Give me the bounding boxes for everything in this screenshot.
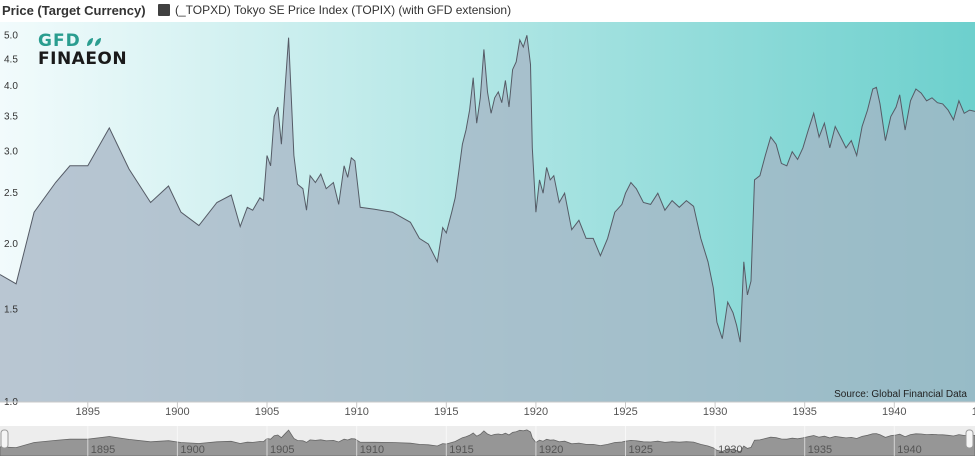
x-tick-label: 1900 (165, 406, 189, 418)
y-axis-title: Price (Target Currency) (2, 3, 146, 18)
logo-text-bottom: FINAEON (38, 49, 128, 69)
x-tick-label: 1905 (255, 406, 279, 418)
navigator-tick-label: 1895 (91, 444, 115, 456)
y-tick-label: 4.5 (4, 54, 18, 65)
x-tick-label: 1910 (344, 406, 368, 418)
x-tick-label: 1920 (524, 406, 548, 418)
y-tick-label: 3.0 (4, 147, 18, 158)
navigator-tick-label: 1925 (629, 444, 653, 456)
x-tick-label: 1935 (792, 406, 816, 418)
y-tick-label: 1.5 (4, 305, 18, 316)
y-tick-label: 3.5 (4, 112, 18, 123)
leaf-icon (86, 37, 101, 46)
navigator-tick-label: 1920 (539, 444, 563, 456)
series-area (0, 35, 975, 403)
y-tick-label: 5.0 (4, 30, 18, 41)
navigator-tick-label: 1910 (360, 444, 384, 456)
navigator-tick-label: 1905 (270, 444, 294, 456)
x-tick-label: 1940 (882, 406, 906, 418)
navigator-tick-label: 1930 (718, 444, 742, 456)
y-tick-label: 2.5 (4, 188, 18, 199)
navigator-tick-label: 1900 (180, 444, 204, 456)
x-tick-label: 1895 (76, 406, 100, 418)
navigator-tick-label: 1940 (897, 444, 921, 456)
legend-label: (_TOPXD) Tokyo SE Price Index (TOPIX) (w… (175, 3, 512, 17)
x-tick-label: 1925 (613, 406, 637, 418)
legend-swatch (158, 4, 170, 16)
source-note: Source: Global Financial Data (834, 389, 967, 400)
y-tick-label: 2.0 (4, 239, 18, 250)
x-tick-label: 1930 (703, 406, 727, 418)
series-area-layer (0, 35, 975, 403)
navigator-handle-left[interactable] (0, 429, 9, 449)
y-tick-label: 4.0 (4, 81, 18, 92)
navigator-series (0, 429, 975, 456)
navigator[interactable]: 1895 1900 1905 1910 1915 1920 1925 1930 1935 1940 (0, 426, 975, 456)
x-tick-label: 1915 (434, 406, 458, 418)
navigator-handle-right[interactable] (965, 429, 974, 449)
chart-header: Price (Target Currency) (_TOPXD) Tokyo S… (0, 0, 975, 22)
series-line (0, 35, 975, 343)
legend-item[interactable]: (_TOPXD) Tokyo SE Price Index (TOPIX) (w… (158, 3, 511, 17)
navigator-tick-label: 1915 (449, 444, 473, 456)
logo-text-top: GFD (38, 31, 81, 51)
gfd-finaeon-logo: GFD FINAEON (38, 33, 127, 68)
x-axis: 1895 1900 1905 1910 1915 1920 1925 1930 1935 1940… (76, 402, 975, 418)
navigator-tick-label: 1935 (808, 444, 832, 456)
x-tick-label: 1945 (972, 406, 975, 418)
